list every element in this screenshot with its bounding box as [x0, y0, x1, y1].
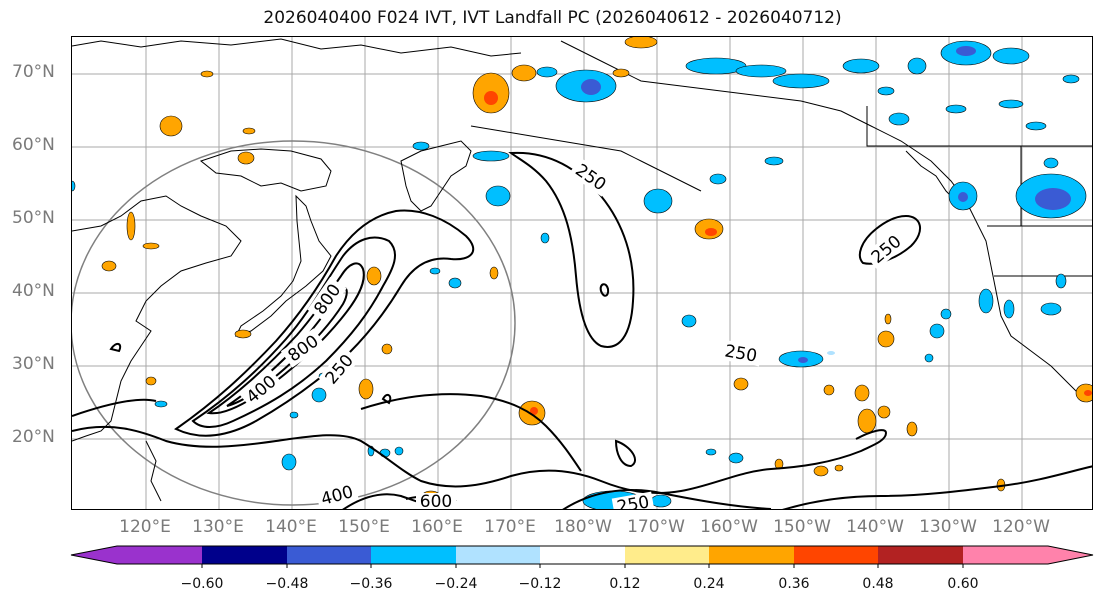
longitude-label-170w: 170°W — [627, 517, 685, 537]
colorbar-ticks — [201, 564, 964, 568]
latitude-label-20n: 20°N — [12, 427, 55, 447]
longitude-label-130e: 130°E — [192, 517, 244, 537]
colorbar-tick-label-neg048: −0.48 — [265, 576, 309, 592]
chart-title: 2026040400 F024 IVT, IVT Landfall PC (20… — [263, 8, 842, 28]
colorbar-outline — [70, 545, 1094, 565]
longitude-label-120e: 120°E — [119, 517, 171, 537]
colorbar-under-arrow — [71, 546, 117, 564]
colorbar-bin-1 — [117, 546, 202, 564]
longitude-label-160e: 160°E — [411, 517, 463, 537]
colorbar-bin-11 — [963, 546, 1048, 564]
colorbar-tick-label-012: 0.12 — [609, 576, 641, 592]
latitude-label-30n: 30°N — [12, 354, 55, 374]
contour-label-group: 250 250 250 250 250 400 400 600 800 800 — [239, 157, 908, 510]
region-circle — [72, 140, 516, 506]
colorbar-bin-8 — [709, 546, 794, 564]
colorbar-tick-label-048: 0.48 — [862, 576, 894, 592]
colorbar-bin-3 — [287, 546, 371, 564]
colorbar-tick-label-neg024: −0.24 — [434, 576, 478, 592]
longitude-label-120w: 120°W — [992, 517, 1050, 537]
latitude-label-60n: 60°N — [12, 135, 55, 155]
negative-anomaly-patches — [72, 40, 1087, 509]
map-panel: 250 250 250 250 250 400 400 600 800 800 — [71, 36, 1093, 510]
contour-label-250-central-pacific: 250 — [723, 341, 758, 366]
longitude-label-170e: 170°E — [484, 517, 536, 537]
colorbar-bin-7 — [625, 546, 709, 564]
colorbar-tick-label-neg036: −0.36 — [349, 576, 393, 592]
contour-label-250-south: 250 — [615, 492, 650, 510]
latitude-label-40n: 40°N — [12, 281, 55, 301]
longitude-label-160w: 160°W — [700, 517, 758, 537]
coastlines — [72, 38, 1092, 502]
longitude-label-150e: 150°E — [338, 517, 390, 537]
map-canvas: 250 250 250 250 250 400 400 600 800 800 — [72, 37, 1092, 510]
longitude-label-140w: 140°W — [846, 517, 904, 537]
graticule — [72, 37, 1092, 509]
colorbar-over-arrow — [1048, 546, 1093, 564]
latitude-label-70n: 70°N — [12, 62, 55, 82]
colorbar-tick-label-024: 0.24 — [693, 576, 725, 592]
colorbar-bin-9 — [794, 546, 878, 564]
longitude-label-130w: 130°W — [919, 517, 977, 537]
colorbar-tick-label-neg060: −0.60 — [180, 576, 224, 592]
colorbar-bin-10 — [878, 546, 963, 564]
contour-label-600: 600 — [420, 492, 452, 510]
colorbar — [70, 545, 1094, 568]
longitude-label-150w: 150°W — [773, 517, 831, 537]
colorbar-bin-2 — [202, 546, 287, 564]
ivt-contours — [72, 151, 1092, 509]
latitude-label-50n: 50°N — [12, 208, 55, 228]
positive-anomaly-patches — [101, 37, 1092, 506]
colorbar-tick-label-neg012: −0.12 — [518, 576, 562, 592]
longitude-label-140e: 140°E — [265, 517, 317, 537]
colorbar-bin-6 — [540, 546, 625, 564]
colorbar-tick-label-036: 0.36 — [778, 576, 810, 592]
colorbar-bin-4 — [371, 546, 456, 564]
colorbar-tick-label-060: 0.60 — [947, 576, 979, 592]
longitude-label-180w: 180°W — [554, 517, 612, 537]
colorbar-bin-5 — [456, 546, 540, 564]
